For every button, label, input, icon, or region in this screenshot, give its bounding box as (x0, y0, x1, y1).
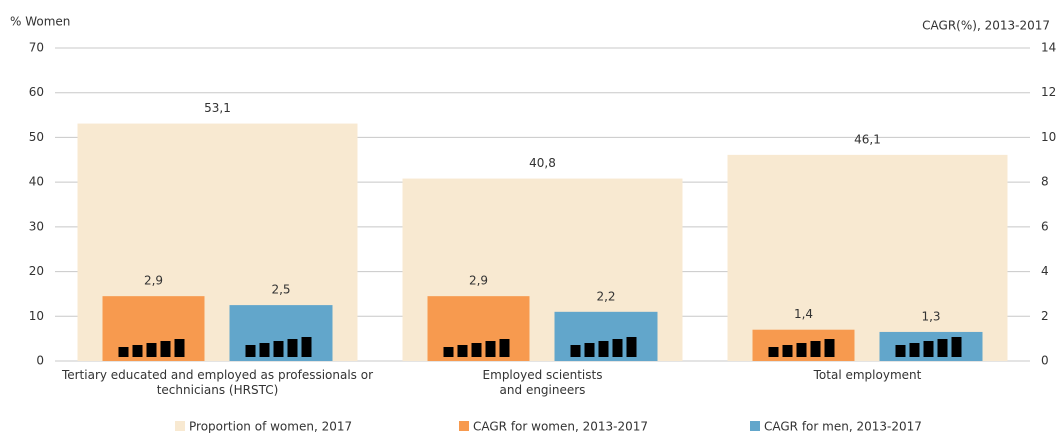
legend-label: Proportion of women, 2017 (189, 420, 352, 433)
y-axis-label: % Women (10, 15, 70, 29)
y-tick-label: 60 (29, 85, 44, 99)
y2-tick-label: 4 (1041, 264, 1049, 278)
bar-icon (598, 341, 609, 357)
bar-icon (174, 339, 185, 357)
value-label: 2,2 (596, 289, 615, 303)
y2-tick-label: 2 (1041, 309, 1049, 323)
y-tick-label: 50 (29, 130, 44, 144)
bar-icon (895, 345, 906, 357)
bar-icon (301, 337, 312, 357)
bar-icon (626, 337, 637, 357)
bar-icon (245, 345, 256, 357)
y2-tick-label: 12 (1041, 85, 1056, 99)
value-label: 1,3 (921, 309, 940, 323)
y-tick-label: 10 (29, 309, 44, 323)
x-tick-label: Employed scientists and engineers (482, 368, 603, 397)
bar-icon (160, 341, 171, 357)
value-label: 2,9 (469, 274, 488, 288)
y-tick-label: 30 (29, 219, 44, 233)
bar-icon (457, 345, 468, 357)
legend-label: CAGR for women, 2013-2017 (473, 420, 648, 433)
value-label: 2,9 (144, 274, 163, 288)
y2-tick-label: 8 (1041, 175, 1049, 189)
value-label: 46,1 (854, 132, 881, 146)
x-tick-label: Total employment (813, 368, 922, 382)
bar-icon (485, 341, 496, 357)
y2-tick-label: 14 (1041, 41, 1056, 55)
bar-icon (499, 339, 510, 357)
bar-icon (810, 341, 821, 357)
value-label: 40,8 (529, 156, 556, 170)
legend-swatch (459, 421, 469, 431)
bar-icon (824, 339, 835, 357)
bar-icon (937, 339, 948, 357)
bar-icon (287, 339, 298, 357)
bar-icon (951, 337, 962, 357)
bar-icon (570, 345, 581, 357)
value-label: 1,4 (794, 307, 813, 321)
bar (727, 154, 1008, 361)
y2-axis-label: CAGR(%), 2013-2017 (922, 19, 1050, 33)
y-tick-label: 0 (36, 354, 44, 368)
legend-label: CAGR for men, 2013-2017 (764, 420, 922, 433)
legend-swatch (175, 421, 185, 431)
bar-icon (782, 345, 793, 357)
y2-tick-label: 6 (1041, 219, 1049, 233)
bar-icon (612, 339, 623, 357)
bar-icon (146, 343, 157, 357)
bar-icon (118, 347, 129, 357)
value-label: 2,5 (271, 283, 290, 297)
value-label: 53,1 (204, 101, 231, 115)
y-tick-label: 20 (29, 264, 44, 278)
y-tick-label: 40 (29, 175, 44, 189)
x-tick-label: Tertiary educated and employed as profes… (61, 368, 374, 397)
y-tick-label: 70 (29, 41, 44, 55)
legend-swatch (750, 421, 760, 431)
bar-icon (768, 347, 779, 357)
bar-icon (909, 343, 920, 357)
bar-icon (132, 345, 143, 357)
y2-tick-label: 0 (1041, 354, 1049, 368)
bar-icon (796, 343, 807, 357)
bar-icon (273, 341, 284, 357)
bar-icon (443, 347, 454, 357)
bar-icon (923, 341, 934, 357)
bar-icon (471, 343, 482, 357)
y2-tick-label: 10 (1041, 130, 1056, 144)
bar-icon (584, 343, 595, 357)
bar-icon (259, 343, 270, 357)
